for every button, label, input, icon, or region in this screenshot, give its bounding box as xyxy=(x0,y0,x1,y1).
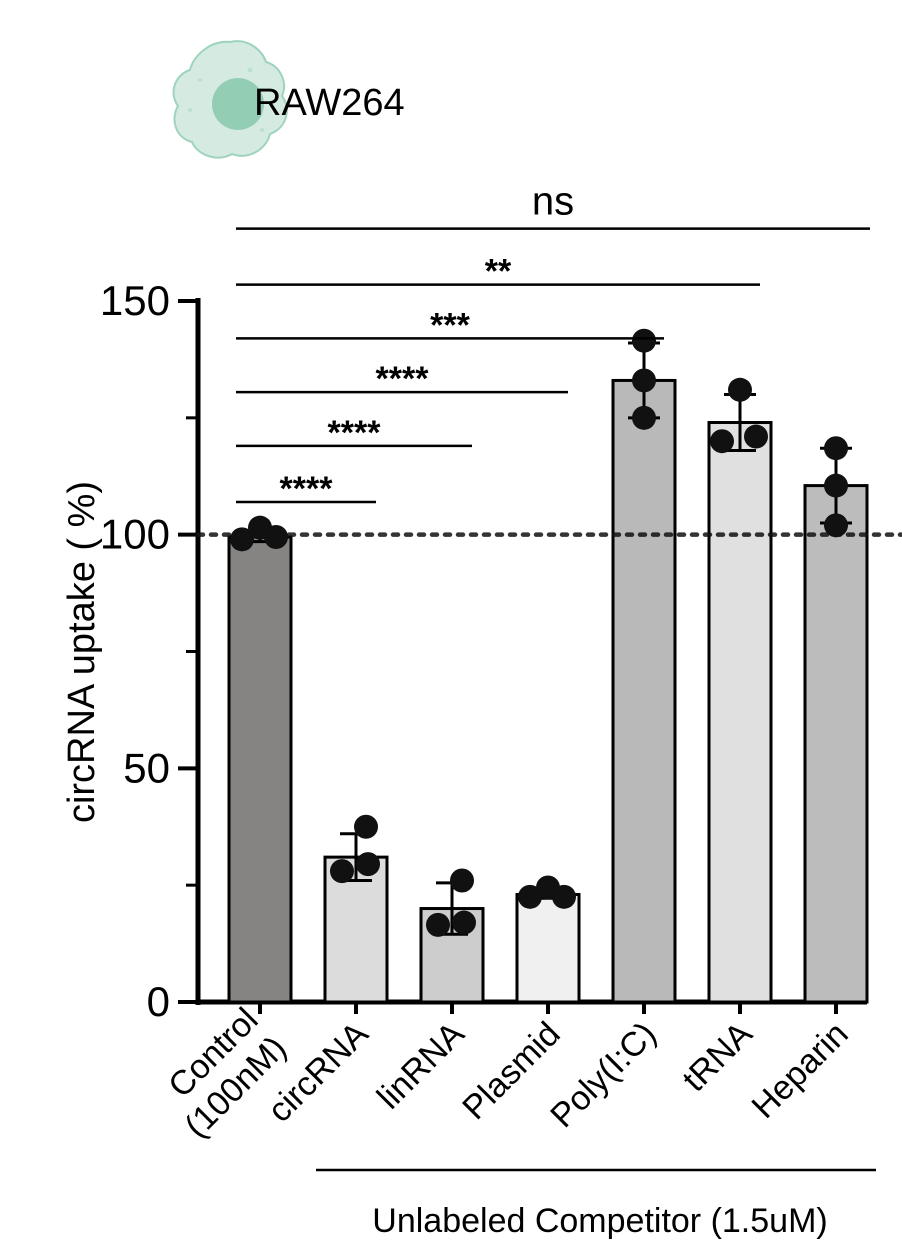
data-point xyxy=(710,429,734,454)
data-point xyxy=(632,368,656,393)
data-point xyxy=(450,868,474,893)
data-point xyxy=(552,884,576,909)
significance-label: ** xyxy=(485,253,512,291)
x-tick-label: Poly(I:C) xyxy=(543,1015,663,1135)
data-point xyxy=(824,473,848,498)
y-tick-label: 150 xyxy=(100,277,170,324)
bar xyxy=(707,421,773,1004)
group-label: Unlabeled Competitor (1.5uM) xyxy=(372,1202,827,1240)
data-point xyxy=(728,377,752,402)
y-tick-label: 0 xyxy=(147,978,170,1025)
data-point xyxy=(330,859,354,884)
data-point xyxy=(824,513,848,538)
bar xyxy=(515,893,581,1004)
bar xyxy=(611,378,677,1004)
significance-label: ns xyxy=(532,180,574,224)
data-point xyxy=(264,525,288,550)
significance-label: **** xyxy=(376,360,430,398)
x-tick-label: Control(100nM) xyxy=(149,1001,294,1146)
data-point xyxy=(518,884,542,909)
y-tick-label: 50 xyxy=(123,744,170,791)
bar xyxy=(227,535,293,1004)
significance-label: **** xyxy=(280,470,334,508)
data-point xyxy=(632,328,656,353)
cell-line-label: RAW264 xyxy=(254,82,405,124)
data-point xyxy=(632,405,656,430)
data-point xyxy=(426,912,450,937)
x-tick-label: tRNA xyxy=(675,1015,760,1100)
y-axis-label: circRNA uptake ( %) xyxy=(61,481,103,823)
significance-label: **** xyxy=(328,414,382,452)
data-point xyxy=(824,436,848,461)
x-tick-label: circRNA xyxy=(261,1015,376,1130)
significance-label: *** xyxy=(430,306,470,344)
data-point xyxy=(452,910,476,935)
bar xyxy=(803,484,869,1004)
data-point xyxy=(744,424,768,449)
macrophage-cell-icon xyxy=(172,40,288,159)
x-tick-label: Heparin xyxy=(745,1015,856,1126)
data-point xyxy=(230,527,254,552)
data-point xyxy=(354,814,378,839)
data-point xyxy=(356,852,380,877)
y-tick-label: 100 xyxy=(100,511,170,558)
